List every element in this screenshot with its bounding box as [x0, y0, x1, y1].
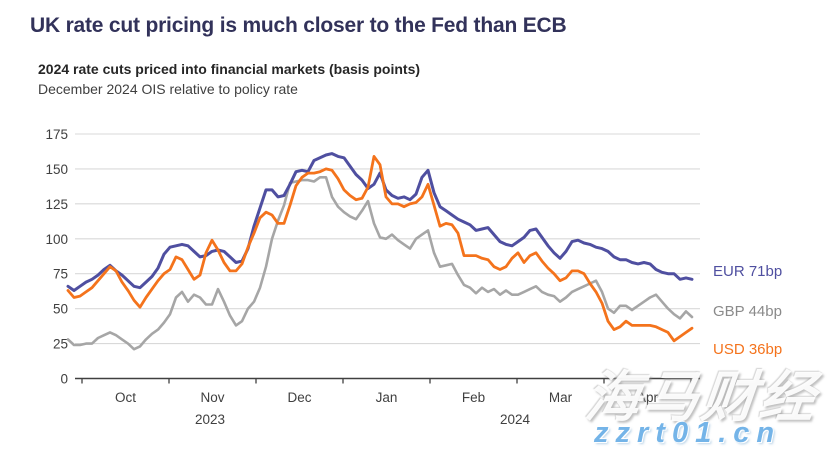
chart-title: 2024 rate cuts priced into financial mar…	[38, 61, 421, 77]
eur-end-label: EUR 71bp	[713, 263, 783, 280]
x-axis-year-label: 2023	[195, 412, 225, 427]
x-axis-year-label: 2024	[500, 412, 531, 427]
eur-line	[66, 152, 694, 292]
y-axis-tick-label: 150	[45, 162, 68, 177]
chart-subtitle: December 2024 OIS relative to policy rat…	[38, 81, 298, 97]
y-axis-tick-label: 0	[60, 372, 68, 387]
x-axis-month-label: Apr	[637, 390, 659, 405]
gbp-line	[66, 176, 694, 351]
gbp-end-label: GBP 44bp	[713, 303, 782, 320]
y-axis-tick-label: 50	[53, 302, 68, 317]
x-axis-month-label: Jan	[376, 390, 398, 405]
usd-line	[66, 154, 694, 343]
watermark-url-text: zzrt01.cn	[594, 417, 782, 449]
page-title: UK rate cut pricing is much closer to th…	[30, 14, 567, 37]
y-axis-tick-label: 25	[53, 337, 68, 352]
x-axis-month-label: Nov	[200, 390, 224, 405]
x-axis-month-label: Feb	[462, 390, 485, 405]
x-axis-month-label: Mar	[549, 390, 573, 405]
usd-end-label: USD 36bp	[713, 341, 783, 358]
x-axis-month-label: Dec	[287, 390, 311, 405]
x-axis-month-label: Oct	[115, 390, 136, 405]
y-axis-tick-label: 75	[53, 267, 68, 282]
y-axis-tick-label: 175	[45, 127, 68, 142]
y-axis-tick-label: 100	[45, 232, 68, 247]
y-axis-tick-label: 125	[45, 197, 68, 212]
